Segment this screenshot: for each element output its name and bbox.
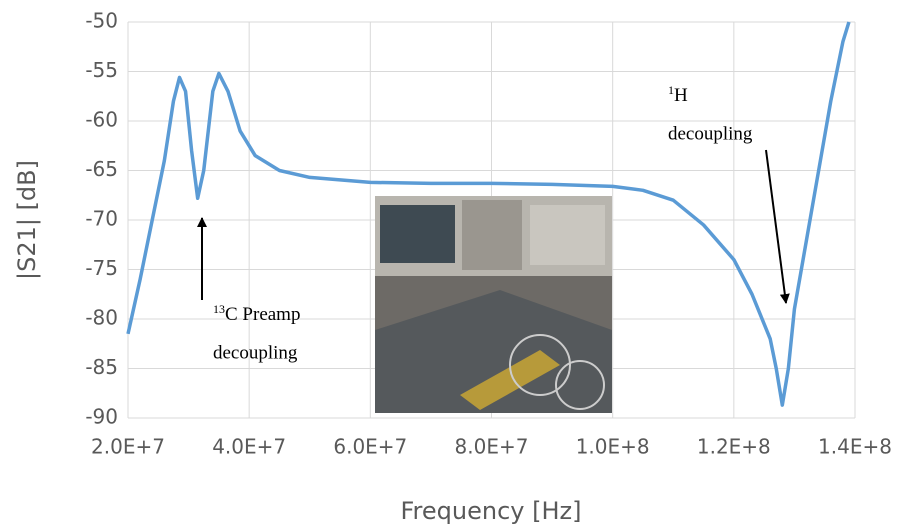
y-tick-label: -85 bbox=[85, 355, 118, 379]
x-tick-label: 8.0E+7 bbox=[455, 435, 529, 459]
annotation-line2: decoupling bbox=[668, 123, 753, 144]
y-tick-label: -55 bbox=[85, 58, 118, 82]
y-tick-label: -60 bbox=[85, 108, 118, 132]
annotation-superscript: 13 bbox=[213, 302, 225, 316]
photo-panel bbox=[530, 205, 605, 265]
x-tick-label: 1.4E+8 bbox=[818, 435, 892, 459]
x-tick-label: 2.0E+7 bbox=[91, 435, 165, 459]
y-tick-label: -50 bbox=[85, 9, 118, 33]
annotation: 1H bbox=[668, 83, 688, 107]
photo-bench bbox=[375, 290, 612, 413]
x-tick-label: 1.2E+8 bbox=[697, 435, 771, 459]
annotation-label: C Preamp bbox=[225, 304, 300, 325]
y-tick-label: -70 bbox=[85, 207, 118, 231]
data-line bbox=[126, 21, 851, 407]
x-tick-label: 6.0E+7 bbox=[333, 435, 407, 459]
photo-inset bbox=[375, 196, 612, 413]
photo-keypad bbox=[462, 200, 522, 270]
annotation-superscript: 1 bbox=[668, 83, 674, 97]
y-tick-label: -75 bbox=[85, 256, 118, 280]
photo-coil bbox=[555, 360, 605, 410]
y-tick-label: -90 bbox=[85, 405, 118, 429]
photo-coil bbox=[509, 334, 571, 396]
annotation: 13C Preamp bbox=[213, 302, 300, 326]
plot bbox=[126, 21, 851, 407]
photo-screen bbox=[380, 205, 455, 263]
y-tick-label: -65 bbox=[85, 157, 118, 181]
y-axis-title: |S21| [dB] bbox=[13, 160, 41, 280]
x-axis-title: Frequency [Hz] bbox=[401, 497, 582, 525]
photo-board bbox=[460, 350, 560, 410]
x-tick-label: 4.0E+7 bbox=[212, 435, 286, 459]
x-tick-label: 1.0E+8 bbox=[576, 435, 650, 459]
annotation-arrow bbox=[765, 149, 790, 304]
annotation-label: H bbox=[674, 85, 688, 106]
y-tick-label: -80 bbox=[85, 306, 118, 330]
annotation-line2: decoupling bbox=[213, 342, 298, 363]
